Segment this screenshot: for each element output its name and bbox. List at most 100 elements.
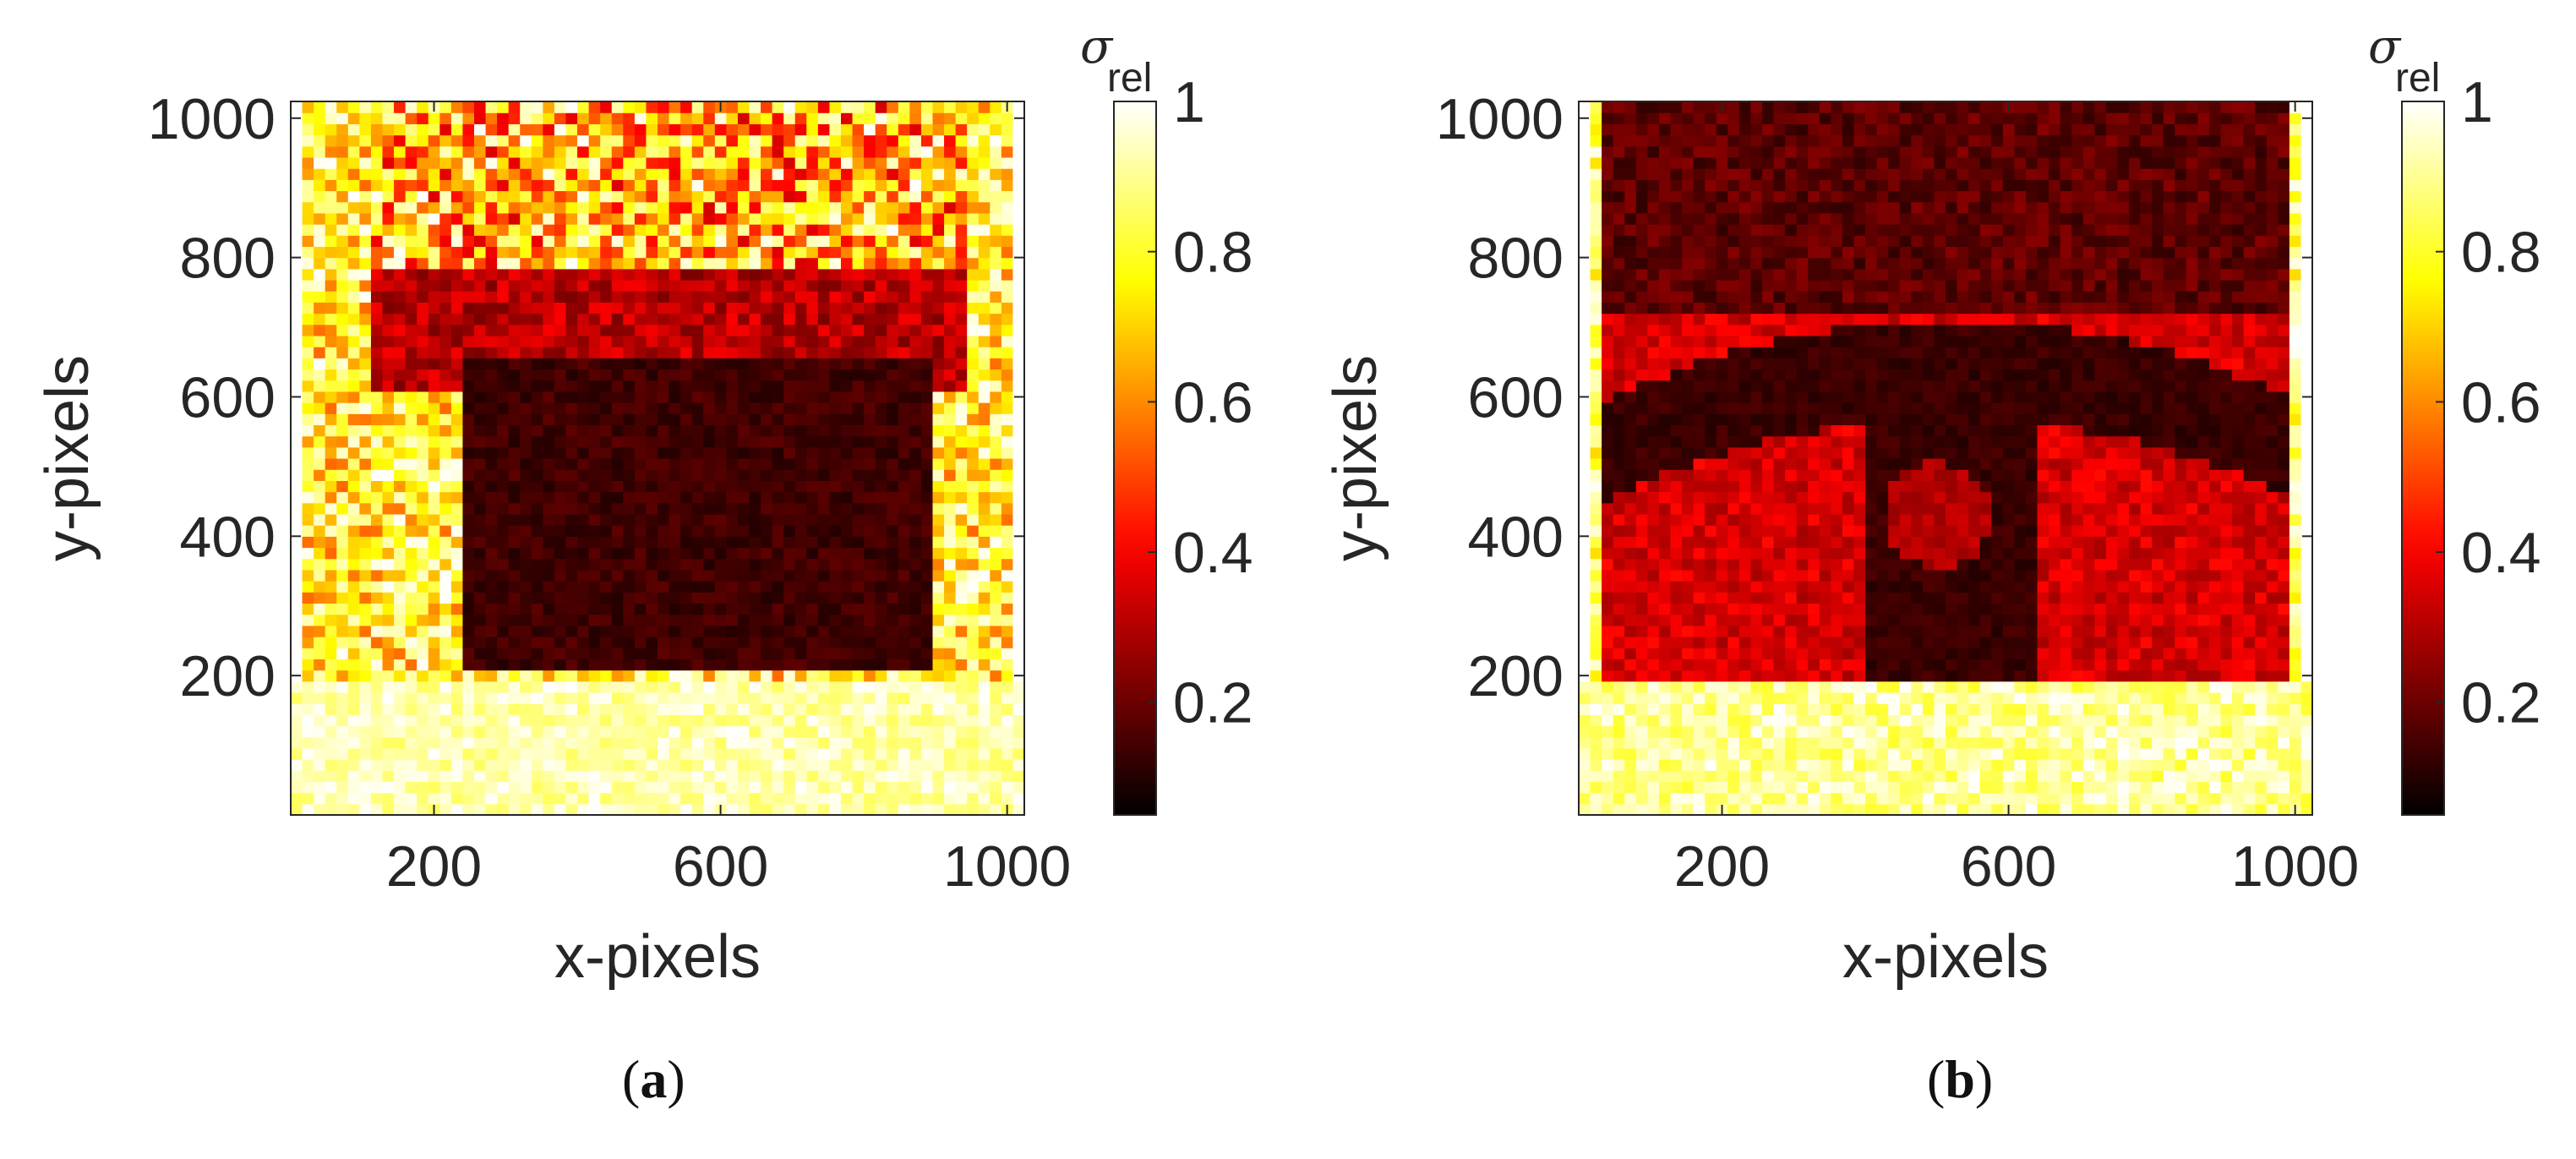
heatmap-cell <box>1658 380 1672 392</box>
heatmap-cell <box>543 803 555 816</box>
heatmap-cell <box>623 380 636 392</box>
heatmap-cell <box>955 224 968 236</box>
heatmap-cell <box>737 358 750 370</box>
heatmap-cell <box>1705 458 1717 470</box>
heatmap-cell <box>1658 446 1672 459</box>
heatmap-cell <box>474 502 487 515</box>
heatmap-cell <box>852 235 865 248</box>
heatmap-cell <box>852 179 865 192</box>
heatmap-cell <box>1705 659 1717 671</box>
heatmap-cell <box>417 201 429 214</box>
heatmap-cell <box>887 101 899 113</box>
heatmap-cell <box>508 324 521 336</box>
heatmap-cell <box>1716 648 1728 659</box>
heatmap-cell <box>691 525 704 537</box>
heatmap-cell <box>531 257 543 270</box>
heatmap-cell <box>347 335 360 347</box>
heatmap-cell <box>1590 502 1602 515</box>
heatmap-cell <box>485 803 498 816</box>
heatmap-cell <box>1716 614 1728 626</box>
heatmap-cell <box>1716 302 1728 314</box>
heatmap-cell <box>370 759 384 771</box>
heatmap-cell <box>314 603 326 615</box>
heatmap-cell <box>520 781 532 794</box>
heatmap-cell <box>634 747 647 760</box>
heatmap-cell <box>588 659 601 671</box>
heatmap-cell <box>1670 246 1683 259</box>
heatmap-cell <box>1658 324 1672 336</box>
heatmap-cell <box>680 725 693 738</box>
heatmap-cell <box>428 246 440 259</box>
heatmap-cell <box>703 803 716 816</box>
heatmap-cell <box>543 781 555 794</box>
heatmap-cell <box>325 803 337 816</box>
heatmap-cell <box>1590 792 1602 805</box>
heatmap-cell <box>955 792 968 805</box>
heatmap-cell <box>920 101 934 113</box>
heatmap-cell <box>887 547 899 560</box>
heatmap-cell <box>955 101 968 113</box>
heatmap-cell <box>543 413 555 426</box>
heatmap-cell <box>1682 101 1695 113</box>
heatmap-cell <box>634 614 647 626</box>
heatmap-cell <box>714 581 727 593</box>
heatmap-cell <box>543 156 555 169</box>
heatmap-cell <box>669 736 681 749</box>
heatmap-cell <box>680 513 693 526</box>
heatmap-cell <box>291 235 303 248</box>
heatmap-cell <box>703 402 716 414</box>
heatmap-cell <box>1012 380 1025 392</box>
heatmap-cell <box>1716 313 1728 325</box>
heatmap-cell <box>428 603 440 615</box>
heatmap-cell <box>875 369 887 381</box>
heatmap-cell <box>955 190 968 203</box>
heatmap-cell <box>726 681 739 693</box>
heatmap-cell <box>1590 335 1602 347</box>
heatmap-cell <box>302 592 314 604</box>
heatmap-cell <box>405 536 418 549</box>
heatmap-cell <box>600 513 613 526</box>
heatmap-cell <box>520 625 532 637</box>
heatmap-cell <box>817 558 831 571</box>
heatmap-cell <box>749 458 761 470</box>
heatmap-cell <box>783 212 796 225</box>
heatmap-cell <box>829 692 842 704</box>
heatmap-cell <box>841 692 854 704</box>
heatmap-cell <box>485 380 498 392</box>
heatmap-cell <box>1012 592 1025 604</box>
heatmap-cell <box>691 614 704 626</box>
heatmap-cell <box>1705 558 1717 571</box>
heatmap-cell <box>806 112 819 124</box>
heatmap-cell <box>485 324 498 336</box>
heatmap-cell <box>520 491 532 504</box>
heatmap-cell <box>920 781 934 794</box>
heatmap-cell <box>359 480 372 493</box>
heatmap-cell <box>417 112 429 124</box>
heatmap-cell <box>898 525 910 537</box>
heatmap-cell <box>359 547 372 560</box>
heatmap-cell <box>703 770 716 783</box>
heatmap-cell <box>669 291 681 303</box>
heatmap-cell <box>794 558 807 571</box>
heatmap-cell <box>370 246 384 259</box>
heatmap-cell <box>646 681 658 693</box>
heatmap-cell <box>761 358 773 370</box>
heatmap-cell <box>761 581 773 593</box>
heatmap-cell <box>359 347 372 358</box>
heatmap-cell <box>1705 145 1717 158</box>
heatmap-cell <box>1590 168 1602 180</box>
heatmap-cell <box>394 581 407 593</box>
heatmap-cell <box>1602 291 1614 303</box>
heatmap-cell <box>417 513 429 526</box>
heatmap-cell <box>864 525 876 537</box>
heatmap-cell <box>394 569 407 582</box>
heatmap-cell <box>920 803 934 816</box>
heatmap-cell <box>669 469 681 481</box>
heatmap-cell <box>1647 469 1660 481</box>
heatmap-cell <box>394 446 407 459</box>
heatmap-cell <box>417 502 429 515</box>
heatmap-cell <box>967 469 980 481</box>
heatmap-cell <box>783 391 796 403</box>
heatmap-cell <box>714 736 727 749</box>
heatmap-cell <box>932 123 945 136</box>
